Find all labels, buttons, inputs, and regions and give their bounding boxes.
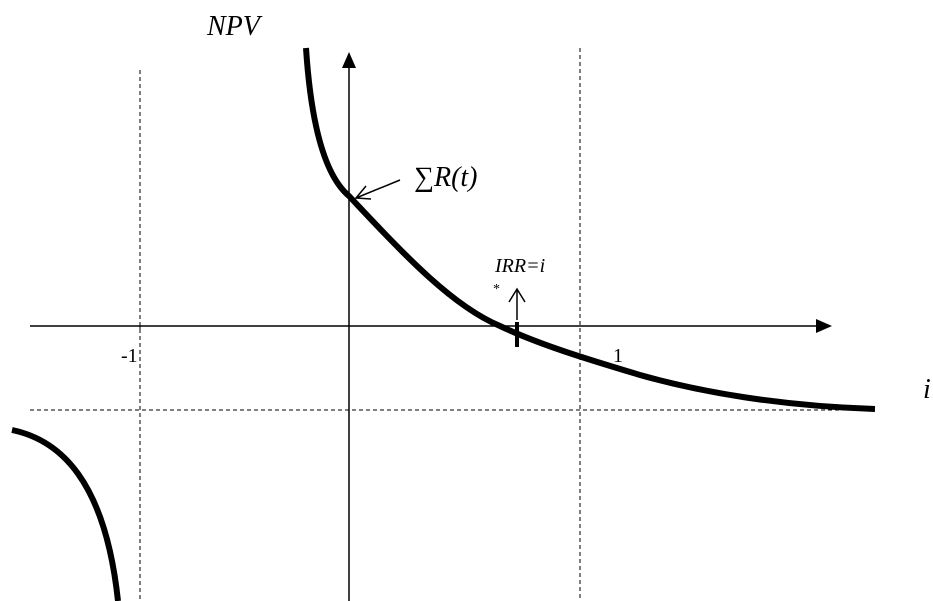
tick-label-one: 1 [613, 345, 623, 367]
intercept-pointer-head [354, 185, 372, 200]
x-axis-arrowhead [816, 319, 832, 333]
intercept-label: ∑R(t) [414, 162, 478, 193]
irr-pointer-head [508, 287, 526, 303]
npv-curve-left-branch [11, 427, 121, 601]
x-axis-label: i [923, 374, 931, 405]
y-axis-arrowhead [342, 52, 356, 68]
npv-curve-right-branch [303, 47, 876, 412]
irr-label: IRR=i [494, 255, 545, 277]
irr-star-label: * [493, 282, 500, 297]
intercept-pointer-line [355, 179, 401, 199]
tick-label-neg-one: -1 [121, 345, 138, 367]
y-axis-label: NPV [206, 11, 263, 42]
